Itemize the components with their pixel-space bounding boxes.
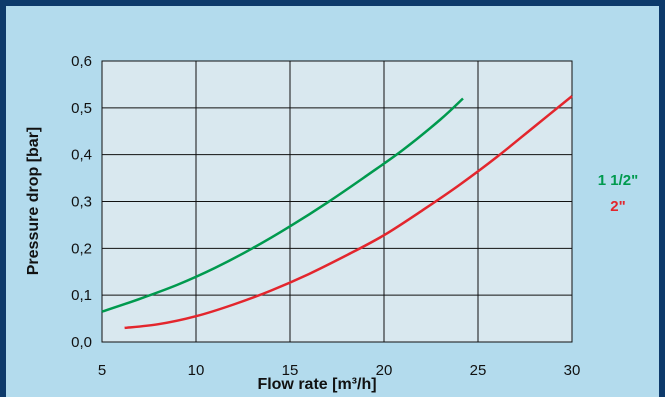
legend-label-1-1-2-inch: 1 1/2" [598, 172, 638, 189]
x-axis-title: Flow rate [m³/h] [257, 376, 376, 393]
y-tick-label: 0,0 [71, 334, 92, 351]
y-axis-title: Pressure drop [bar] [25, 127, 42, 275]
y-tick-label: 0,3 [71, 194, 92, 211]
x-tick-label: 10 [188, 362, 205, 379]
y-tick-label: 0,1 [71, 287, 92, 304]
y-tick-label: 0,4 [71, 147, 92, 164]
legend: 1 1/2" 2" [598, 172, 638, 215]
x-tick-labels: 5 10 15 20 25 30 [98, 362, 581, 379]
y-tick-label: 0,2 [71, 240, 92, 257]
y-tick-labels: 0,0 0,1 0,2 0,3 0,4 0,5 0,6 [71, 53, 92, 351]
x-tick-label: 25 [470, 362, 487, 379]
series-lines [101, 95, 573, 330]
x-tick-label: 15 [282, 362, 299, 379]
x-tick-label: 5 [98, 362, 106, 379]
y-tick-label: 0,6 [71, 53, 92, 70]
x-tick-label: 20 [376, 362, 393, 379]
legend-label-2-inch: 2" [610, 198, 625, 215]
x-tick-label: 30 [564, 362, 581, 379]
series-line-1-1-2-inch [101, 97, 464, 313]
y-tick-label: 0,5 [71, 100, 92, 117]
grid-lines [102, 61, 572, 342]
series-line-2-inch [124, 95, 573, 330]
